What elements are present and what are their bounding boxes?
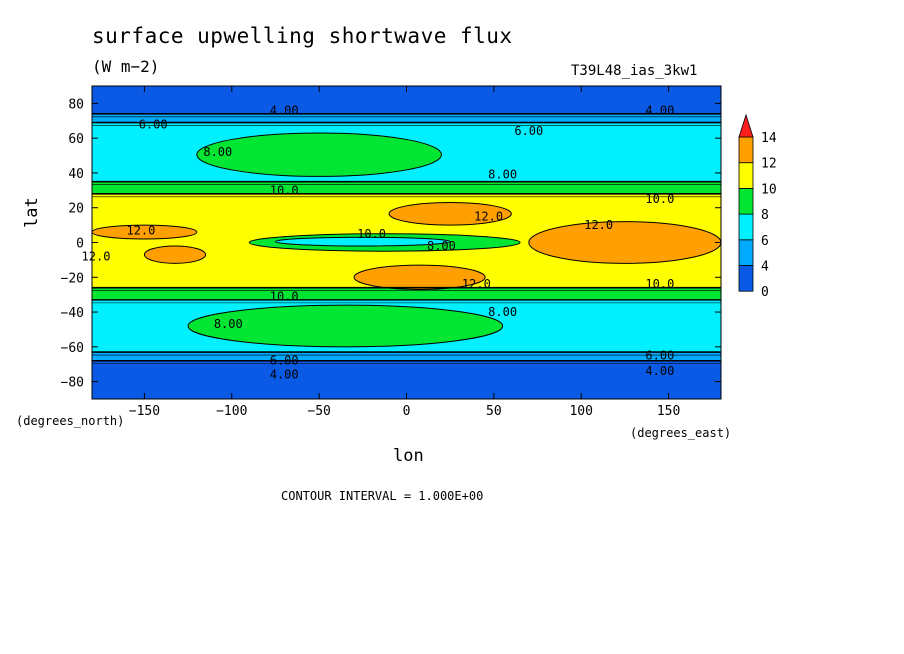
y-tick-label-6: −40 bbox=[61, 306, 84, 321]
colorbar-label-6: 0 bbox=[761, 285, 769, 300]
contour-label-2: 6.00 bbox=[139, 117, 168, 131]
contour-label-13: 12.0 bbox=[462, 277, 491, 291]
region-0 bbox=[196, 132, 442, 177]
colorbar-segment-3 bbox=[738, 187, 754, 215]
contour-label-9: 12.0 bbox=[126, 223, 155, 237]
region-2 bbox=[388, 202, 512, 226]
contour-interval: CONTOUR INTERVAL = 1.000E+00 bbox=[281, 489, 484, 503]
contour-label-18: 8.00 bbox=[488, 305, 517, 319]
x-units-note: (degrees_east) bbox=[630, 426, 732, 440]
contour-label-11: 10.0 bbox=[357, 227, 386, 241]
region-1 bbox=[187, 304, 504, 348]
y-tick-label-3: 20 bbox=[68, 202, 84, 217]
contour-label-4: 8.00 bbox=[203, 145, 232, 159]
x-tick-label-2: −50 bbox=[307, 404, 330, 419]
contour-label-19: 6.00 bbox=[270, 354, 299, 368]
contour-label-12: 8.00 bbox=[427, 239, 456, 253]
contour-label-7: 10.0 bbox=[645, 192, 674, 206]
contour-label-15: 10.0 bbox=[645, 277, 674, 291]
contour-label-10: 12.0 bbox=[584, 218, 613, 232]
lat-band-3 bbox=[92, 181, 721, 194]
region-4 bbox=[92, 224, 198, 240]
y-tick-label-4: 0 bbox=[76, 237, 84, 252]
colorbar-label-1: 12 bbox=[761, 157, 777, 172]
contour-label-21: 4.00 bbox=[270, 368, 299, 382]
colorbar-label-2: 10 bbox=[761, 182, 777, 197]
x-tick-label-5: 100 bbox=[569, 404, 592, 419]
colorbar-label-5: 4 bbox=[761, 260, 769, 275]
contour-label-22: 4.00 bbox=[645, 364, 674, 378]
contour-label-20: 6.00 bbox=[645, 349, 674, 363]
colorbar-segment-1 bbox=[738, 239, 754, 266]
region-8 bbox=[274, 236, 451, 247]
colorbar-segment-5 bbox=[738, 136, 754, 164]
run-id: T39L48_ias_3kw1 bbox=[571, 63, 698, 79]
lat-band-7 bbox=[92, 352, 721, 361]
region-5 bbox=[143, 245, 207, 264]
x-tick-label-0: −150 bbox=[129, 404, 160, 419]
lat-band-8 bbox=[92, 360, 721, 399]
x-tick-label-4: 50 bbox=[486, 404, 502, 419]
x-tick-label-3: 0 bbox=[403, 404, 411, 419]
y-units-note: (degrees_north) bbox=[16, 414, 125, 428]
contour-label-14: 12.0 bbox=[82, 249, 111, 263]
y-tick-label-0: 80 bbox=[68, 97, 84, 112]
x-axis-label: lon bbox=[393, 446, 424, 466]
colorbar: 14 12 10 8 6 4 0 bbox=[738, 113, 777, 300]
contour-label-5: 8.00 bbox=[488, 168, 517, 182]
colorbar-label-0: 14 bbox=[761, 131, 777, 146]
contour-label-8: 12.0 bbox=[474, 209, 503, 223]
colorbar-segment-0 bbox=[738, 265, 754, 292]
region-3 bbox=[353, 264, 486, 290]
colorbar-label-3: 8 bbox=[761, 208, 769, 223]
contour-label-16: 10.0 bbox=[270, 289, 299, 303]
contour-lines bbox=[92, 113, 721, 365]
y-tick-label-7: −60 bbox=[61, 341, 84, 356]
contour-label-17: 8.00 bbox=[214, 317, 243, 331]
colorbar-label-4: 6 bbox=[761, 234, 769, 249]
colorbar-arrow bbox=[738, 113, 754, 138]
contour-label-3: 6.00 bbox=[514, 124, 543, 138]
axes: −150 −100 −50 0 50 100 150 80 60 40 20 0 −20 −40 −60 −8… bbox=[61, 86, 721, 419]
y-tick-label-2: 40 bbox=[68, 167, 84, 182]
x-tick-label-6: 150 bbox=[657, 404, 680, 419]
colorbar-segment-2 bbox=[738, 213, 754, 241]
lat-band-1 bbox=[92, 113, 721, 123]
chart-title: surface upwelling shortwave flux bbox=[92, 24, 513, 48]
chart-units: (W m−2) bbox=[92, 57, 160, 76]
contour-label-1: 4.00 bbox=[645, 103, 674, 117]
y-tick-label-8: −80 bbox=[61, 376, 84, 391]
x-tick-label-1: −100 bbox=[216, 404, 247, 419]
colorbar-segment-4 bbox=[738, 162, 754, 189]
contour-label-0: 4.00 bbox=[270, 103, 299, 117]
y-tick-label-1: 60 bbox=[68, 132, 84, 147]
region-6 bbox=[528, 221, 721, 264]
contour-label-6: 10.0 bbox=[270, 183, 299, 197]
y-tick-label-5: −20 bbox=[61, 271, 84, 286]
contour-labels: 4.00 4.006.00 6.008.008.0010.010.012.012.0… bbox=[82, 103, 675, 381]
